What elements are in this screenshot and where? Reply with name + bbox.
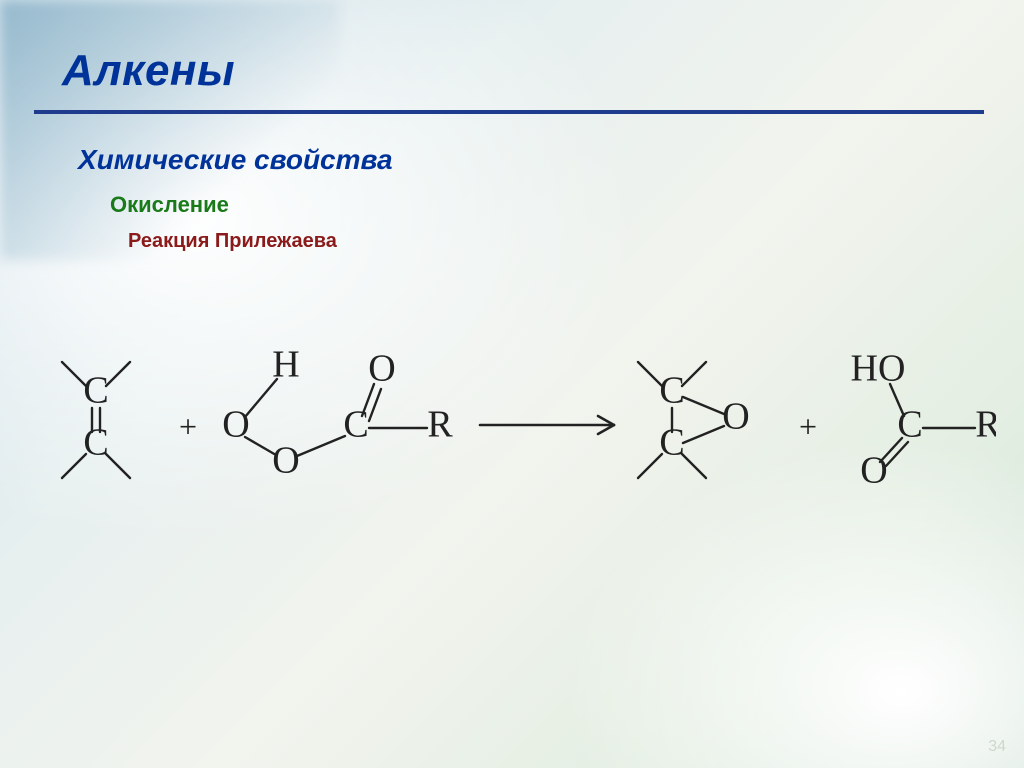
svg-text:C: C bbox=[83, 370, 108, 412]
subtitle: Химические свойства bbox=[78, 144, 393, 176]
svg-text:R: R bbox=[427, 404, 453, 446]
section-heading: Окисление bbox=[110, 192, 229, 218]
svg-text:C: C bbox=[659, 370, 684, 412]
svg-text:O: O bbox=[860, 450, 887, 492]
svg-text:O: O bbox=[722, 396, 749, 438]
svg-text:+: + bbox=[799, 408, 817, 444]
svg-text:O: O bbox=[272, 440, 299, 482]
subsection-heading: Реакция Прилежаева bbox=[128, 230, 337, 253]
svg-text:R: R bbox=[975, 404, 996, 446]
svg-text:+: + bbox=[179, 408, 197, 444]
svg-text:O: O bbox=[368, 348, 395, 390]
title-underline bbox=[34, 110, 984, 114]
svg-text:HO: HO bbox=[851, 348, 906, 390]
svg-text:C: C bbox=[83, 422, 108, 464]
svg-text:O: O bbox=[222, 404, 249, 446]
reaction-diagram: CC+OHOCORCCO+HOCOR bbox=[36, 290, 996, 550]
page-title: Алкены bbox=[62, 46, 235, 96]
page-number: 34 bbox=[988, 738, 1006, 756]
slide: Алкены Химические свойства Окисление Реа… bbox=[0, 0, 1024, 768]
